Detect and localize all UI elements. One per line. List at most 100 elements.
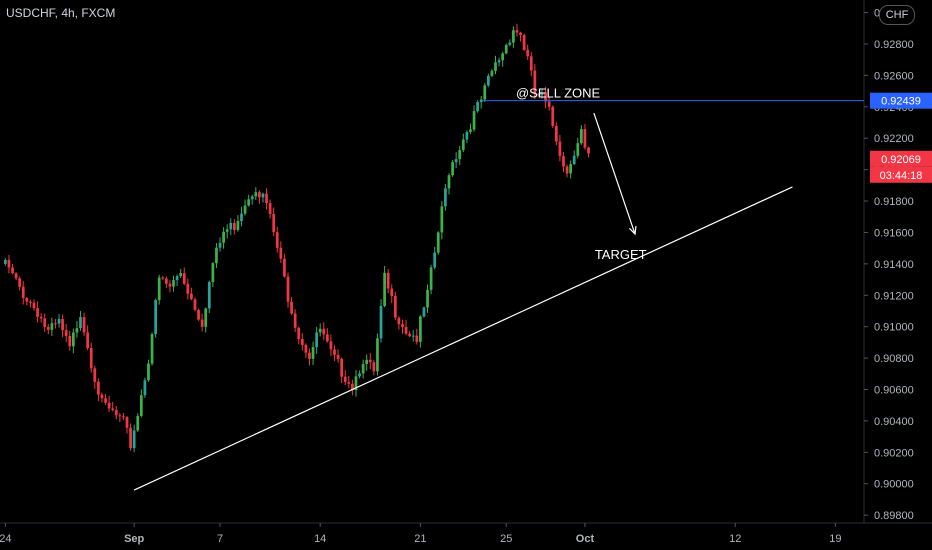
candle-body bbox=[519, 32, 522, 36]
candle-body bbox=[225, 229, 229, 232]
candle-body bbox=[472, 111, 476, 130]
candle-body bbox=[204, 308, 208, 327]
candle-body bbox=[419, 316, 422, 342]
candle-body bbox=[168, 283, 172, 287]
target-arrow-line[interactable] bbox=[593, 112, 636, 235]
candle-body bbox=[122, 416, 125, 418]
candle-body bbox=[290, 301, 293, 314]
candle-body bbox=[68, 335, 72, 347]
candle-body bbox=[243, 205, 247, 214]
candle-body bbox=[275, 232, 279, 248]
candle-body bbox=[322, 328, 326, 335]
candle-body bbox=[587, 147, 590, 154]
candle-body bbox=[440, 206, 444, 233]
price-tick-label: 0.91400 bbox=[874, 259, 914, 271]
candle-body bbox=[283, 258, 286, 277]
candle-body bbox=[340, 358, 344, 377]
candle-body bbox=[580, 129, 583, 144]
price-tick-label: 0.91600 bbox=[874, 227, 914, 239]
candle-body bbox=[544, 92, 547, 102]
chart-title: USDCHF, 4h, FXCM bbox=[6, 6, 116, 20]
candle-body bbox=[136, 415, 140, 431]
candle-body bbox=[390, 288, 394, 296]
currency-selector-button[interactable]: CHF bbox=[879, 5, 915, 25]
candle-body bbox=[232, 222, 236, 230]
candle-body bbox=[454, 159, 458, 163]
candle-body bbox=[293, 313, 297, 328]
candle-body bbox=[200, 319, 204, 327]
candle-body bbox=[515, 30, 519, 33]
candle-body bbox=[476, 102, 479, 112]
price-tick-label: 0.92600 bbox=[874, 70, 914, 82]
candle-body bbox=[236, 221, 240, 230]
candle-body bbox=[4, 259, 7, 264]
candle-body bbox=[494, 62, 497, 71]
price-tick-label: 0.90000 bbox=[874, 479, 914, 491]
candle-body bbox=[265, 193, 268, 204]
candle-body bbox=[486, 75, 490, 86]
price-tick-label: 0.92200 bbox=[874, 133, 914, 145]
candle-body bbox=[111, 408, 115, 411]
candle-body bbox=[79, 317, 82, 329]
price-tick-label: 0.90600 bbox=[874, 385, 914, 397]
candle-body bbox=[547, 101, 551, 107]
date-tick-label: Oct bbox=[576, 533, 595, 545]
candle-body bbox=[537, 94, 540, 96]
annotation-text[interactable]: @SELL ZONE bbox=[516, 85, 601, 100]
candle-body bbox=[247, 199, 251, 206]
candle-body bbox=[104, 398, 107, 403]
candle-body bbox=[286, 276, 290, 302]
candle-body bbox=[565, 166, 569, 174]
candle-body bbox=[415, 335, 419, 342]
candle-body bbox=[207, 282, 211, 309]
candle-body bbox=[143, 380, 147, 396]
candle-body bbox=[82, 317, 86, 333]
candle-body bbox=[39, 316, 43, 319]
candle-body bbox=[46, 326, 50, 330]
trendline[interactable] bbox=[133, 186, 793, 491]
candle-body bbox=[75, 328, 79, 333]
candle-body bbox=[43, 318, 47, 327]
candle-body bbox=[54, 323, 57, 325]
candle-body bbox=[308, 352, 311, 359]
candle-body bbox=[172, 280, 175, 287]
candle-body bbox=[529, 56, 533, 71]
candle-body bbox=[154, 300, 157, 335]
candle-body bbox=[139, 395, 143, 416]
candle-body bbox=[436, 232, 440, 253]
candle-body bbox=[429, 267, 433, 290]
candle-body bbox=[469, 129, 472, 132]
candle-body bbox=[404, 327, 408, 334]
candle-body bbox=[490, 70, 494, 76]
candle-body bbox=[393, 295, 397, 318]
candle-body bbox=[318, 328, 322, 333]
candle-body bbox=[211, 263, 215, 283]
date-tick-label: 14 bbox=[314, 533, 326, 545]
candle-body bbox=[508, 42, 512, 45]
candle-body bbox=[114, 410, 118, 416]
candle-body bbox=[18, 278, 22, 287]
candle-body bbox=[572, 155, 576, 165]
candle-body bbox=[93, 368, 97, 382]
date-tick-label: 12 bbox=[729, 533, 741, 545]
candle-body bbox=[315, 332, 318, 348]
candle-body bbox=[150, 334, 154, 364]
price-tick-label: 0.89800 bbox=[874, 510, 914, 522]
candle-body bbox=[218, 242, 222, 248]
candle-body bbox=[458, 150, 462, 160]
candle-body bbox=[401, 324, 404, 328]
annotation-text[interactable]: TARGET bbox=[595, 247, 647, 262]
candle-body bbox=[386, 272, 390, 289]
candle-body bbox=[329, 341, 333, 350]
candle-body bbox=[161, 277, 165, 279]
candle-body bbox=[21, 286, 25, 298]
candle-body bbox=[190, 293, 193, 300]
target-arrow-head bbox=[628, 226, 637, 236]
candle-body bbox=[583, 129, 587, 148]
candle-body bbox=[343, 376, 347, 383]
candle-body bbox=[368, 359, 372, 363]
price-tick-label: 0.91000 bbox=[874, 322, 914, 334]
price-tick-label: 0.92800 bbox=[874, 39, 914, 51]
candle-body bbox=[533, 70, 537, 95]
